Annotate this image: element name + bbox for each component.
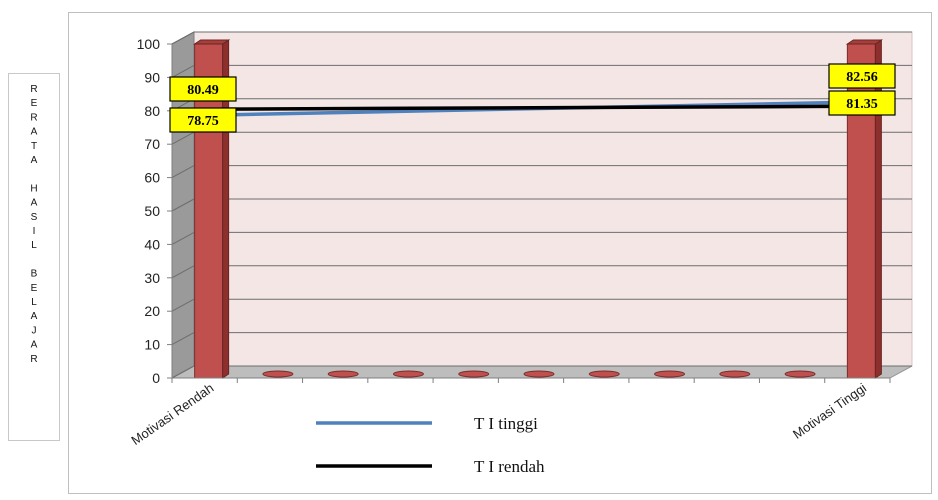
y-tick-label: 70 [144, 136, 160, 152]
data-labels: 80.49 78.75 82.56 81.35 [169, 63, 896, 133]
gridline-side [171, 298, 195, 312]
y-axis-title-letter: R [30, 84, 37, 95]
bar-zero [262, 370, 294, 378]
gridline-side [171, 64, 195, 78]
series-lines [220, 100, 852, 117]
y-axis-title-letter: A [31, 127, 38, 138]
y-tick-label: 0 [152, 370, 160, 386]
y-axis-title-letter: S [31, 212, 38, 223]
data-label-trendah-left: 80.49 [187, 83, 219, 98]
y-axis-title-letter: B [31, 269, 38, 280]
bar-zero [719, 370, 751, 378]
bar-zero [392, 370, 424, 378]
y-axis-title-letter: T [31, 141, 37, 152]
y-tick-label: 40 [144, 236, 160, 252]
y-axis-title-box [8, 73, 60, 441]
gridline-side [171, 332, 195, 346]
gridline-side [171, 165, 195, 179]
y-axis-title-letter: A [31, 340, 38, 351]
bar-zero [458, 370, 490, 378]
legend-label-2: T I rendah [474, 457, 545, 476]
data-label-ttinggi-right: 82.56 [846, 70, 878, 85]
data-label-trendah-left-box [169, 76, 237, 102]
y-axis-title-letter: A [31, 198, 38, 209]
data-label-ttinggi-right-box [828, 63, 896, 89]
y-tick-labels: 0 10 20 30 40 50 60 70 80 90 100 [137, 36, 161, 386]
y-tick-label: 50 [144, 203, 160, 219]
bar-zero [784, 370, 816, 378]
y-axis-title-letter: E [31, 283, 38, 294]
gridlines [171, 31, 912, 379]
bar-zero [588, 370, 620, 378]
y-tick-label: 90 [144, 69, 160, 85]
gridline-side [171, 131, 195, 145]
y-axis-title-letter: E [31, 98, 38, 109]
y-tick-label: 100 [137, 36, 161, 52]
data-label-trendah-right: 81.35 [846, 97, 878, 112]
gridline-side [171, 265, 195, 279]
bar-zero [654, 370, 686, 378]
y-tick-label: 60 [144, 170, 160, 186]
y-axis-title-letter: J [32, 325, 37, 336]
y-axis-title-letter: A [31, 311, 38, 322]
bar-top [845, 39, 884, 45]
y-tick-label: 10 [144, 337, 160, 353]
y-axis-title-letter: L [31, 297, 37, 308]
bar-zero [327, 370, 359, 378]
data-label-ttinggi-left-box [169, 107, 237, 133]
y-axis-title-letter: R [30, 112, 37, 123]
gridline-side [171, 231, 195, 245]
y-tick-label: 30 [144, 270, 160, 286]
series-line-2 [220, 104, 852, 111]
y-tick-label: 80 [144, 103, 160, 119]
plot-wall [171, 31, 913, 379]
category-label: Motivasi Tinggi [790, 380, 869, 442]
y-axis-title-letter: I [33, 226, 36, 237]
legend: T I tinggi T I rendah [316, 414, 545, 476]
data-label-trendah-right-box [828, 90, 896, 116]
y-axis-title-letter: A [31, 155, 38, 166]
bar-zero [523, 370, 555, 378]
bar-top [192, 39, 231, 45]
data-label-ttinggi-left: 78.75 [187, 114, 219, 129]
legend-label-1: T I tinggi [474, 414, 538, 433]
category-label: Motivasi Rendah [128, 380, 216, 448]
y-axis-title-letter: H [30, 183, 37, 194]
gridline-side [171, 31, 195, 45]
y-axis-title-letter: R [30, 354, 37, 365]
gridline-side [171, 365, 195, 379]
y-tick-label: 20 [144, 303, 160, 319]
gridline-side [171, 198, 195, 212]
y-axis-title-letter: L [31, 240, 37, 251]
